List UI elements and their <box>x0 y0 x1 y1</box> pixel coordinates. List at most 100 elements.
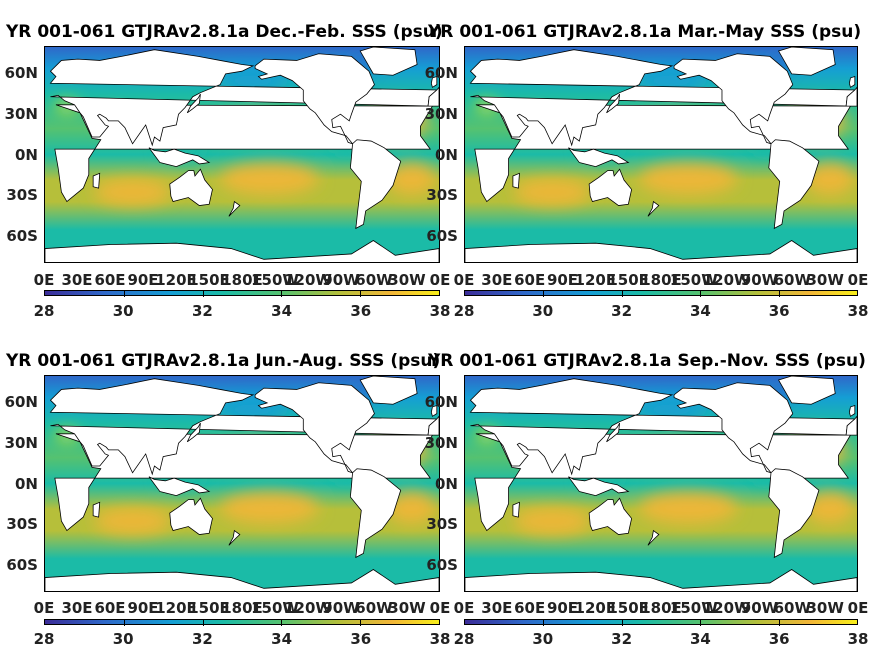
lon-tick-label: 0E <box>847 271 869 289</box>
lat-tick-label: 30S <box>6 515 38 534</box>
lon-tick-label: 120E <box>155 271 197 289</box>
colorbar-tick-mark <box>778 620 780 626</box>
lon-tick-label: 90E <box>546 599 579 617</box>
lon-tick-label: 60W <box>773 599 812 617</box>
lat-tick-label: 30N <box>4 433 38 452</box>
colorbar-tick-label: 34 <box>271 302 293 320</box>
land-southAmerica <box>349 468 402 559</box>
land-antarctica <box>465 240 857 262</box>
lat-tick-label: 30N <box>4 104 38 123</box>
colorbar-tick-label: 28 <box>453 302 475 320</box>
land-antarctica <box>465 569 857 591</box>
sss-map-svg <box>45 376 439 591</box>
land-iberia-wrap <box>845 415 857 436</box>
sss-map <box>44 375 440 592</box>
lon-tick-label: 120W <box>702 271 751 289</box>
colorbar-tick-mark <box>360 291 362 297</box>
land-indonesia <box>568 147 630 168</box>
lon-tick-label: 120W <box>702 599 751 617</box>
lat-tick-label: 30S <box>426 186 458 205</box>
lat-tick-label: 30N <box>424 433 458 452</box>
land-nz <box>647 529 660 546</box>
lat-tick-label: 30N <box>424 104 458 123</box>
colorbar-tick-mark <box>281 620 283 626</box>
lon-tick-label: 90E <box>127 271 159 289</box>
colorbar-tick-label: 32 <box>191 302 213 320</box>
lon-tick-label: 150W <box>669 599 718 617</box>
land-japan <box>606 93 621 114</box>
lat-tick-label: 30S <box>6 186 38 205</box>
lon-tick-label: 150E <box>188 271 230 289</box>
lon-tick-label: 90W <box>322 271 360 289</box>
lon-tick-label: 120E <box>574 271 617 289</box>
land-indonesia <box>568 476 630 497</box>
land-southAmerica <box>768 468 820 559</box>
land-australia <box>588 497 633 535</box>
lon-tick-label: 150W <box>251 271 299 289</box>
colorbar-tick-label: 38 <box>847 302 869 320</box>
lon-tick-label: 150E <box>188 599 230 617</box>
lon-tick-label: 120E <box>574 599 617 617</box>
land-australia <box>169 168 213 206</box>
lon-tick-label: 180E <box>221 599 263 617</box>
colorbar-tick-label: 28 <box>33 302 55 320</box>
lon-tick-label: 30E <box>481 599 513 617</box>
land-northAmerica <box>254 382 375 474</box>
lon-tick-label: 0E <box>453 271 475 289</box>
sss-map <box>44 46 440 263</box>
lon-tick-label: 150E <box>607 599 649 617</box>
colorbar-tick-mark <box>700 620 702 626</box>
sss-map-svg <box>465 376 857 591</box>
lon-tick-label: 0E <box>453 599 475 617</box>
lon-tick-label: 60E <box>514 271 546 289</box>
land-madagascar <box>512 501 520 518</box>
land-greenland <box>359 47 418 76</box>
colorbar-tick-mark <box>360 620 362 626</box>
land-madagascar <box>512 172 520 189</box>
colorbar-tick-label: 28 <box>33 630 55 648</box>
land-antarctica <box>45 569 439 591</box>
land-greenland <box>359 376 418 405</box>
land-northAmerica <box>673 382 794 474</box>
land-indonesia <box>148 147 211 168</box>
lon-tick-label: 30W <box>806 599 844 617</box>
lat-tick-label: 0N <box>15 145 38 164</box>
lon-tick-label: 30W <box>388 271 426 289</box>
lat-tick-label: 0N <box>435 145 458 164</box>
land-australia <box>169 497 213 535</box>
lon-tick-label: 90W <box>322 599 360 617</box>
colorbar-tick-label: 34 <box>689 630 711 648</box>
colorbar-tick-mark <box>202 620 204 626</box>
lon-tick-label: 0E <box>429 271 451 289</box>
land-europeAsia <box>469 378 856 476</box>
colorbar <box>464 290 858 297</box>
land-iberia-wrap <box>427 415 439 436</box>
lon-tick-label: 60W <box>355 599 393 617</box>
colorbar-tick-mark <box>621 291 623 297</box>
lon-tick-label: 90E <box>546 271 579 289</box>
lon-tick-label: 60E <box>94 599 126 617</box>
lon-tick-label: 90W <box>740 599 779 617</box>
lon-tick-label: 0E <box>33 271 55 289</box>
colorbar-tick-mark <box>543 620 545 626</box>
lat-tick-label: 0N <box>15 474 38 493</box>
lat-tick-label: 60N <box>424 64 458 83</box>
colorbar-tick-label: 30 <box>532 302 554 320</box>
land-madagascar <box>92 172 101 189</box>
panel-title: YR 001-061 GTJRAv2.8.1a Jun.-Aug. SSS (p… <box>6 351 441 371</box>
sss-map <box>464 46 858 263</box>
land-europeAsia <box>49 49 438 147</box>
colorbar <box>464 619 858 626</box>
land-iberia-wrap <box>427 86 439 107</box>
land-japan <box>186 93 201 114</box>
lon-tick-label: 120E <box>155 599 197 617</box>
lon-tick-label: 30W <box>806 271 844 289</box>
colorbar-tick-label: 36 <box>350 630 372 648</box>
colorbar <box>44 290 440 297</box>
lon-tick-label: 30E <box>61 271 93 289</box>
lat-tick-label: 0N <box>435 474 458 493</box>
lon-tick-label: 60E <box>94 271 126 289</box>
panel-title: YR 001-061 GTJRAv2.8.1a Mar.-May SSS (ps… <box>428 22 862 42</box>
lon-tick-label: 180E <box>221 271 263 289</box>
land-europeAsia <box>49 378 438 476</box>
